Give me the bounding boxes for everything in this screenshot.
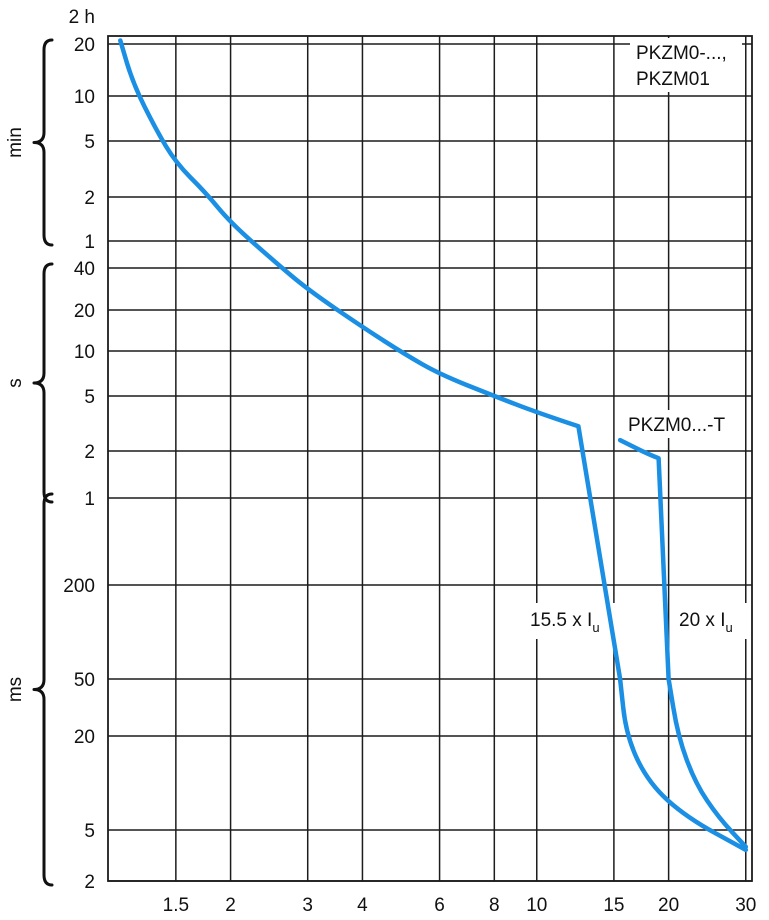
y-tick-label-15: 5 [84, 821, 95, 842]
y-tick-label-13: 50 [74, 670, 95, 691]
unit-label-min: min [5, 127, 26, 158]
x-tick-label-6: 10 [526, 895, 547, 916]
x-tick-label-2: 3 [302, 895, 313, 916]
series-lines [118, 38, 749, 853]
y-tick-label-14: 20 [74, 727, 95, 748]
unit-brace-min [32, 38, 54, 247]
y-tick-label-1: 20 [74, 35, 95, 56]
y-tick-label-5: 1 [84, 232, 95, 253]
x-tick-label-5: 8 [489, 895, 500, 916]
threshold-1-label: 15.5 x Iu [530, 610, 600, 635]
plot-frame [107, 35, 753, 882]
threshold-1-main: 15.5 x I [530, 610, 592, 631]
series-2-label: PKZM0...-T [628, 415, 726, 436]
unit-label-s: s [5, 378, 26, 388]
y-tick-label-12: 200 [63, 576, 95, 597]
threshold-2-label-background [676, 603, 748, 639]
y-tick-label-2: 10 [74, 87, 95, 108]
x-tick-labels: 1.5 2 3 4 6 8 10 15 20 30 [163, 895, 757, 916]
y-tick-label-4: 2 [84, 188, 95, 209]
threshold-2-label: 20 x Iu [679, 610, 733, 635]
y-tick-label-11: 1 [84, 489, 95, 510]
x-tick-label-7: 15 [603, 895, 624, 916]
grid-lines [107, 35, 753, 882]
y-tick-label-3: 5 [84, 132, 95, 153]
x-tick-label-9: 30 [735, 895, 756, 916]
x-tick-label-0: 1.5 [163, 895, 189, 916]
unit-label-ms: ms [5, 677, 26, 702]
series-1-label-line-1: PKZM0-..., [636, 43, 727, 64]
x-tick-label-1: 2 [225, 895, 236, 916]
y-tick-labels: 2 h 20 10 5 2 1 40 20 10 5 2 1 200 50 20 5 2 [63, 7, 95, 893]
series-line-1 [118, 38, 749, 853]
threshold-1-subscript: u [592, 620, 599, 635]
threshold-2-main: 20 x I [679, 610, 725, 631]
series-1-label-line-2: PKZM01 [636, 69, 710, 90]
threshold-1-label-background [528, 603, 616, 639]
y-tick-label-9: 5 [84, 387, 95, 408]
y-tick-label-6: 40 [74, 259, 95, 280]
y-tick-label-0: 2 h [69, 7, 95, 28]
series-line-2 [617, 437, 749, 850]
threshold-2-subscript: u [725, 620, 732, 635]
y-tick-label-16: 2 [84, 872, 95, 893]
y-unit-groups: min s ms [5, 38, 54, 887]
unit-brace-ms [32, 492, 54, 887]
x-tick-label-8: 20 [658, 895, 679, 916]
y-tick-label-8: 10 [74, 342, 95, 363]
y-tick-label-7: 20 [74, 301, 95, 322]
series-1-label-background [630, 38, 742, 92]
unit-brace-s [32, 262, 54, 504]
x-tick-label-4: 6 [434, 895, 445, 916]
y-tick-label-10: 2 [84, 442, 95, 463]
x-tick-label-3: 4 [357, 895, 368, 916]
series-2-label-background [624, 410, 742, 438]
